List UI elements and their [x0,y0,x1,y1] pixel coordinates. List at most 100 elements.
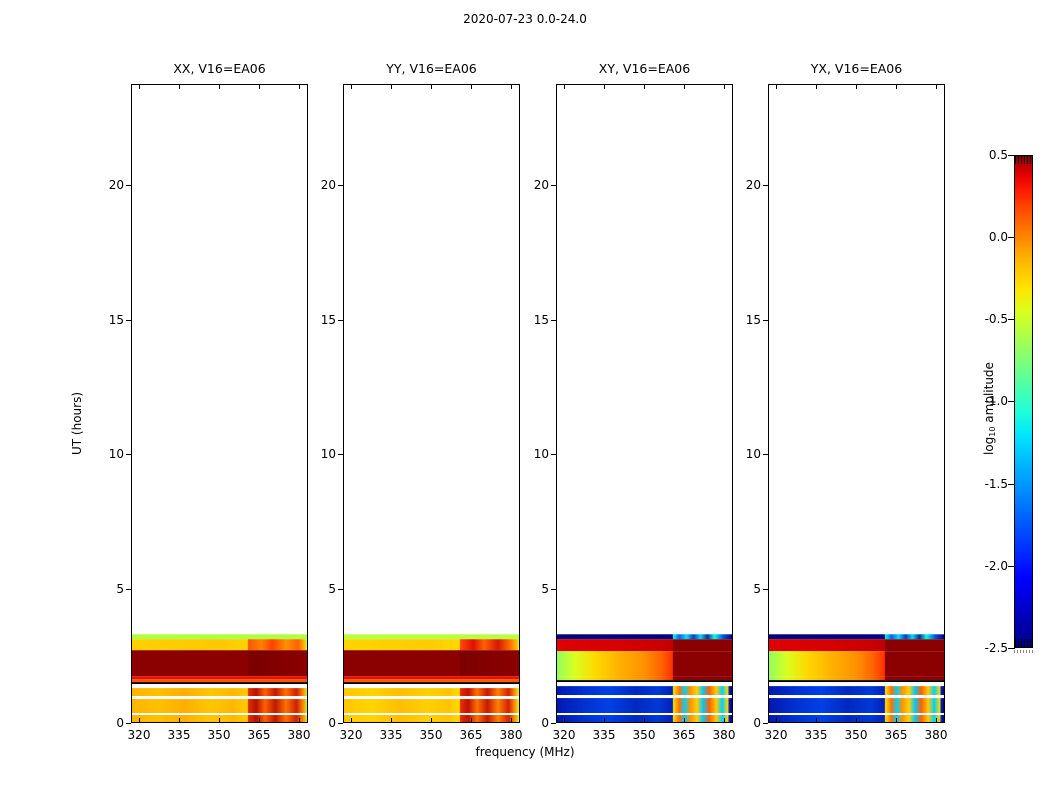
xtick-mark [351,718,352,723]
colorbar-gradient [1015,156,1032,647]
colorbar-tick [1008,237,1015,238]
ytick-label: 5 [116,582,124,596]
ytick-label: 10 [533,447,549,461]
colorbar-tick [1008,484,1015,485]
xtick-mark [816,718,817,723]
ytick-label: 15 [745,313,761,327]
ytick-mark [551,320,556,321]
ytick-label: 10 [108,447,124,461]
xtick-mark [936,84,937,89]
xtick-label: 380 [712,728,736,742]
xtick-mark [856,718,857,723]
colorbar-tick-label: -2.0 [984,559,1008,573]
xtick-mark [219,718,220,723]
ytick-mark [338,185,343,186]
colorbar-tick [1008,401,1015,402]
colorbar-tick [1008,319,1015,320]
xtick-label: 380 [499,728,523,742]
colorbar-label-log: log [982,436,996,455]
xtick-mark [391,84,392,89]
xtick-mark [816,84,817,89]
xtick-mark [299,718,300,723]
colorbar-tick-label: 0.5 [988,148,1008,162]
xtick-mark [724,718,725,723]
xtick-label: 320 [764,728,788,742]
xtick-mark [179,718,180,723]
ytick-label: 20 [745,178,761,192]
xtick-mark [776,718,777,723]
ytick-mark [551,723,556,724]
xtick-mark [139,84,140,89]
colorbar-tick-label: -2.5 [984,641,1008,655]
xtick-mark [511,718,512,723]
panel-yy[interactable] [343,84,520,723]
colorbar-tick-label: -1.5 [984,477,1008,491]
ytick-mark [126,723,131,724]
xtick-label: 365 [247,728,271,742]
xtick-mark [219,84,220,89]
panel-yx[interactable] [768,84,945,723]
ytick-mark [763,723,768,724]
xaxis-label: frequency (MHz) [475,745,575,759]
panel-xy[interactable] [556,84,733,723]
ytick-label: 15 [108,313,124,327]
xtick-mark [936,718,937,723]
ytick-mark [763,454,768,455]
xtick-label: 320 [127,728,151,742]
colorbar-label: log10 amplitude [982,362,997,455]
xtick-mark [604,84,605,89]
ytick-label: 10 [320,447,336,461]
xtick-mark [351,84,352,89]
xtick-label: 350 [207,728,231,742]
panel-title-yx: YX, V16=EA06 [810,61,903,76]
xtick-mark [564,84,565,89]
panel-xx[interactable] [131,84,308,723]
ytick-label: 20 [533,178,549,192]
colorbar[interactable] [1014,155,1033,648]
colorbar-tick-label: -1.0 [984,394,1008,408]
colorbar-label-subscript: 10 [988,426,997,437]
xtick-mark [684,718,685,723]
heatmap-xx-image [132,85,307,722]
ytick-label: 20 [320,178,336,192]
colorbar-tick-label: -0.5 [984,312,1008,326]
xtick-label: 350 [419,728,443,742]
colorbar-tick [1008,155,1015,156]
xtick-mark [431,84,432,89]
ytick-mark [551,185,556,186]
ytick-mark [126,454,131,455]
ytick-label: 20 [108,178,124,192]
ytick-mark [338,320,343,321]
heatmap-xx [132,85,307,722]
ytick-label: 5 [541,582,549,596]
colorbar-tick [1008,566,1015,567]
heatmap-yy-image [344,85,519,722]
heatmap-xy-image [557,85,732,722]
xtick-label: 335 [592,728,616,742]
xtick-mark [724,84,725,89]
xtick-label: 335 [167,728,191,742]
xtick-label: 335 [379,728,403,742]
xtick-mark [471,84,472,89]
xtick-mark [856,84,857,89]
ytick-mark [338,454,343,455]
xtick-mark [511,84,512,89]
ytick-label: 15 [320,313,336,327]
xtick-mark [564,718,565,723]
colorbar-over-hatch [1015,156,1032,164]
ytick-mark [551,454,556,455]
xtick-mark [604,718,605,723]
xtick-label: 380 [924,728,948,742]
xtick-mark [259,84,260,89]
xtick-mark [431,718,432,723]
ytick-label: 0 [328,716,336,730]
ytick-mark [126,589,131,590]
xtick-label: 335 [804,728,828,742]
xtick-label: 365 [459,728,483,742]
xtick-mark [391,718,392,723]
panel-title-yy: YY, V16=EA06 [386,61,477,76]
heatmap-xy [557,85,732,722]
ytick-label: 5 [753,582,761,596]
xtick-label: 365 [672,728,696,742]
xtick-mark [896,84,897,89]
